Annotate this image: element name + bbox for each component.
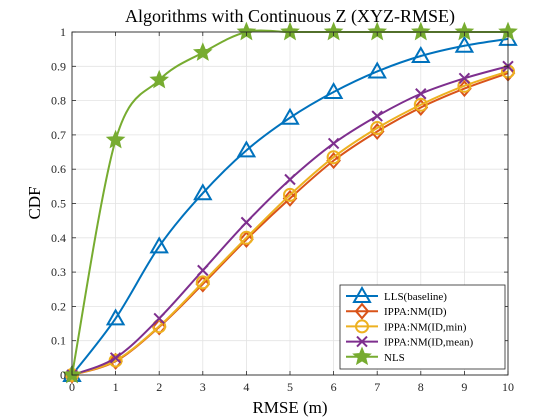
y-tick-label: 1: [60, 25, 66, 39]
y-tick-label: 0.5: [51, 197, 66, 211]
x-tick-label: 7: [374, 380, 380, 394]
x-tick-label: 8: [418, 380, 424, 394]
y-tick-label: 0.6: [51, 162, 66, 176]
x-tick-label: 6: [331, 380, 337, 394]
x-tick-label: 9: [461, 380, 467, 394]
y-tick-label: 0.8: [51, 94, 66, 108]
y-tick-label: 0.7: [51, 128, 66, 142]
x-axis-label: RMSE (m): [252, 398, 327, 417]
legend-item: IPPA:NM(ID): [346, 304, 447, 318]
legend-label: IPPA:NM(ID,mean): [384, 337, 473, 349]
y-tick-label: 0.3: [51, 265, 66, 279]
y-tick-label: 0.2: [51, 299, 66, 313]
x-tick-label: 0: [69, 380, 75, 394]
y-tick-label: 0.1: [51, 334, 66, 348]
legend-label: IPPA:NM(ID,min): [384, 321, 467, 333]
y-tick-label: 0.9: [51, 59, 66, 73]
x-tick-label: 3: [200, 380, 206, 394]
legend-label: LLS(baseline): [384, 291, 447, 303]
x-tick-label: 10: [502, 380, 514, 394]
y-tick-label: 0: [60, 368, 66, 382]
x-tick-label: 4: [243, 380, 249, 394]
x-tick-label: 5: [287, 380, 293, 394]
legend-label: NLS: [384, 352, 405, 364]
legend: LLS(baseline) IPPA:NM(ID) IPPA:NM(ID,min) I…: [340, 285, 505, 369]
x-tick-label: 1: [113, 380, 119, 394]
y-tick-label: 0.4: [51, 231, 66, 245]
y-axis-label: CDF: [25, 186, 44, 219]
x-tick-label: 2: [156, 380, 162, 394]
legend-label: IPPA:NM(ID): [384, 306, 447, 318]
